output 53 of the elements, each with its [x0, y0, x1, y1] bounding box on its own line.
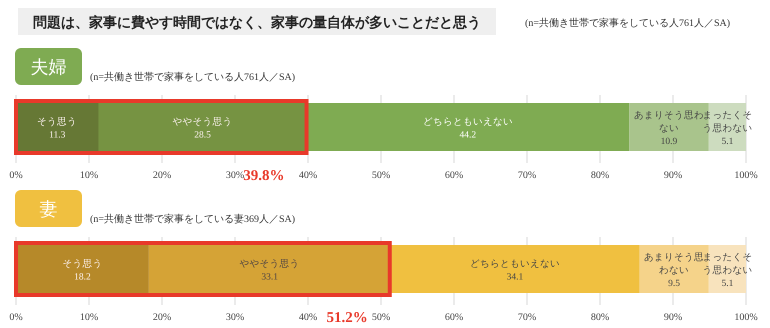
text: (n=共働き世帯で家事をしている妻369人／SA): [90, 213, 296, 225]
x-tick-label: 100%: [734, 312, 758, 323]
x-tick-label: 80%: [590, 312, 610, 323]
data-label: 5.1: [721, 279, 734, 289]
series-label: そう思う: [62, 258, 102, 270]
x-tick-label: 20%: [152, 312, 172, 323]
text: (n=共働き世帯で家事をしている人761人／SA): [525, 17, 730, 29]
data-label: 11.3: [49, 130, 66, 140]
data-label: 34.1: [506, 272, 524, 282]
band-label: 39.8%: [243, 168, 285, 184]
series-label: あまりそう思わない: [644, 252, 704, 276]
series-label: まったくそう思わない: [702, 252, 752, 276]
x-tick-label: 40%: [298, 170, 318, 181]
x-tick-label: 40%: [298, 312, 318, 323]
x-tick-label: 30%: [226, 312, 244, 323]
chart-subtitle: 妻: [40, 199, 58, 219]
x-tick-label: 90%: [664, 170, 682, 181]
series-label: まったくそう思わない: [702, 110, 752, 134]
data-label: 18.2: [74, 272, 91, 282]
x-tick-label: 0%: [9, 170, 23, 181]
series-label: あまりそう思わない: [634, 110, 704, 134]
bar: [639, 245, 709, 293]
chart-title: 問題は、家事に費やす時間ではなく、家事の量自体が多いことだと思う: [33, 14, 481, 31]
data-label: 10.9: [660, 137, 678, 147]
x-tick-label: 10%: [80, 170, 98, 181]
x-tick-label: 10%: [80, 312, 98, 323]
x-tick-label: 80%: [590, 170, 610, 181]
x-tick-label: 30%: [226, 170, 244, 181]
x-tick-label: 60%: [444, 170, 464, 181]
series-label: どちらともいえない: [470, 258, 560, 270]
x-tick-label: 90%: [664, 312, 682, 323]
bar: [629, 103, 709, 151]
text: (n=共働き世帯で家事をしている人761人／SA): [90, 71, 296, 83]
x-tick-label: 100%: [734, 170, 758, 181]
x-tick-label: 60%: [444, 312, 464, 323]
series-label: ややそう思う: [172, 116, 233, 128]
data-label: 5.1: [721, 137, 734, 147]
data-label: 28.5: [194, 130, 212, 140]
x-tick-label: 50%: [372, 170, 390, 181]
series-label: そう思う: [37, 116, 78, 128]
bar: [16, 103, 98, 151]
x-tick-label: 70%: [518, 312, 536, 323]
data-label: 33.1: [261, 272, 278, 282]
series-label: ややそう思う: [240, 258, 300, 270]
band-label: 51.2%: [326, 310, 368, 326]
data-label: 9.5: [668, 279, 680, 289]
x-tick-label: 50%: [372, 312, 390, 323]
x-tick-label: 0%: [9, 312, 23, 323]
x-tick-label: 20%: [152, 170, 172, 181]
chart-subtitle: 夫婦: [30, 57, 66, 77]
data-label: 44.2: [460, 130, 476, 140]
x-tick-label: 70%: [518, 170, 536, 181]
series-label: どちらともいえない: [422, 116, 513, 128]
